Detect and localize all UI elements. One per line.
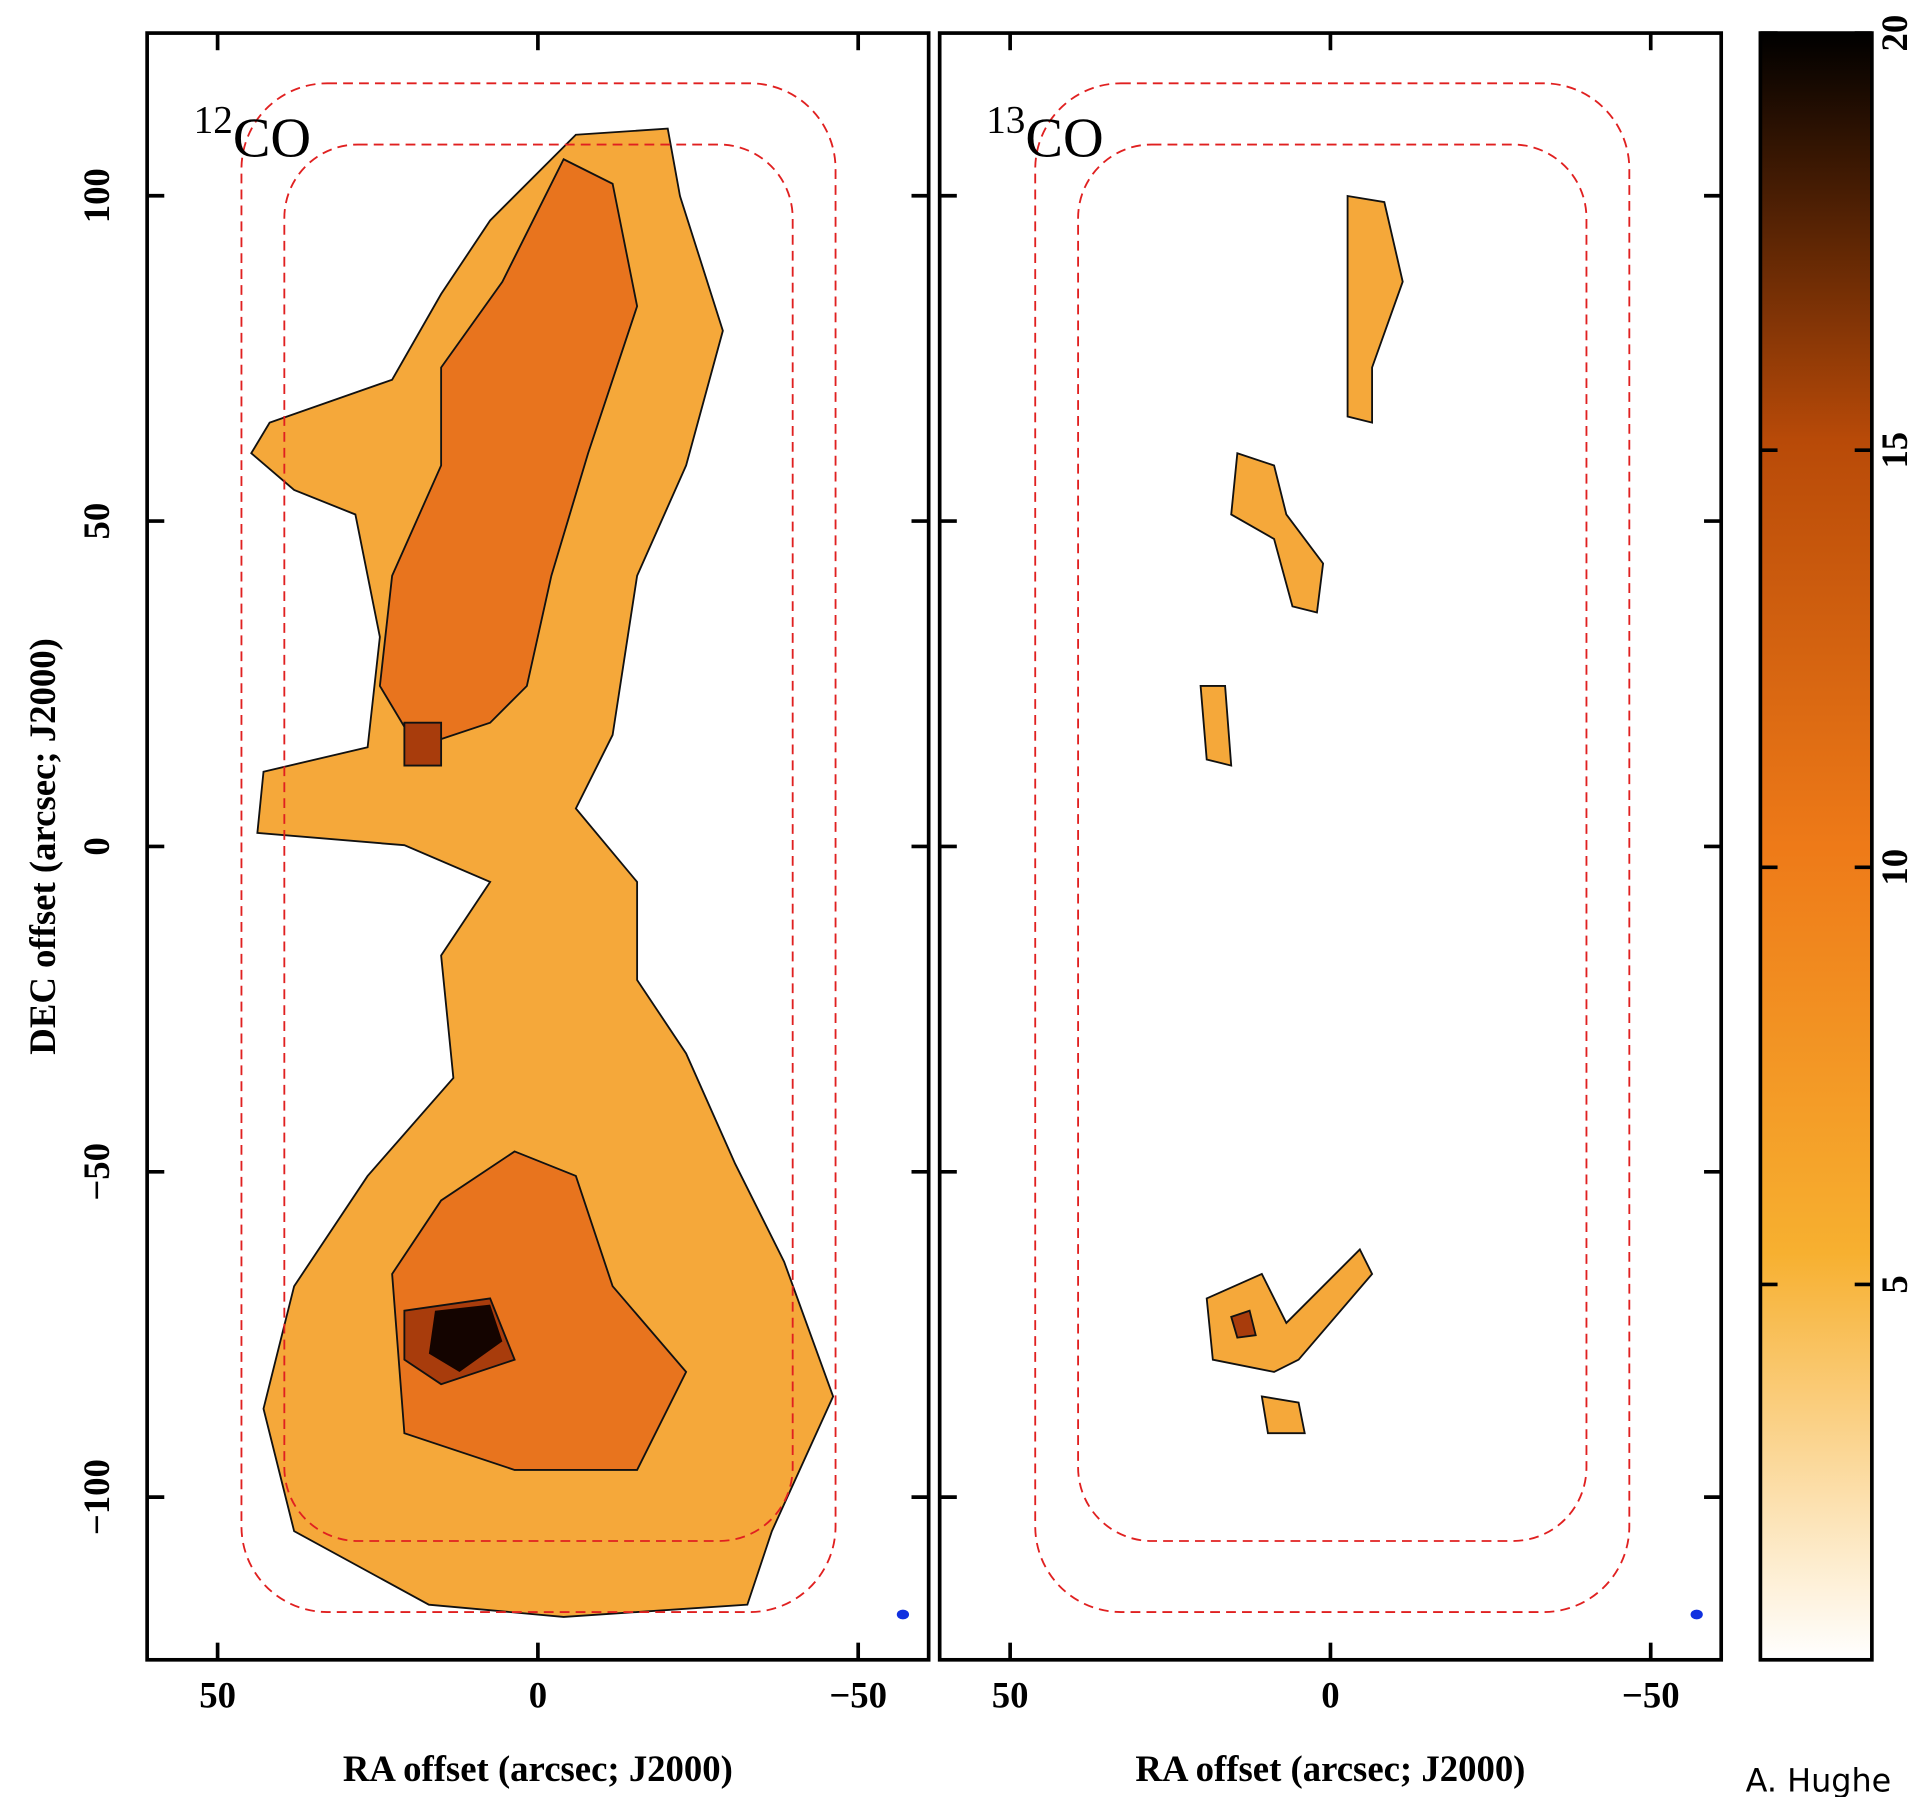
emission-region — [403, 721, 443, 767]
emission-region — [391, 1150, 688, 1471]
colorbar-tick-label: 10 — [1874, 849, 1915, 886]
panel-label: 13CO — [986, 99, 1103, 170]
molecule: CO — [233, 107, 311, 169]
x-tick-label: 50 — [992, 1674, 1029, 1715]
isotope-mass: 12 — [194, 99, 233, 142]
x-tick-label: −50 — [829, 1674, 887, 1715]
credit: A. Hughe — [1746, 1761, 1892, 1797]
molecule: CO — [1025, 107, 1103, 169]
x-axis-label: RA offset (arcsec; J2000) — [1135, 1748, 1525, 1789]
emission-region — [1205, 1247, 1374, 1373]
emission-region — [378, 158, 639, 749]
emission-region — [1260, 1395, 1306, 1435]
y-tick-label: 100 — [76, 168, 117, 223]
colorbar — [1760, 33, 1872, 1660]
y-tick-label: −100 — [76, 1459, 117, 1535]
emission-region — [1230, 1309, 1257, 1339]
colorbar-tick-label: 15 — [1874, 432, 1915, 469]
fov-contour — [283, 143, 794, 1542]
colorbar-frame — [1758, 31, 1874, 1662]
fov-contour — [1077, 143, 1588, 1542]
beam — [896, 1609, 910, 1620]
y-tick-label: 0 — [76, 837, 117, 855]
emission-13co — [1199, 194, 1404, 1435]
colorbar-tick-label: 5 — [1874, 1275, 1915, 1293]
fov-contour — [1034, 82, 1631, 1613]
emission-peak — [428, 1304, 503, 1372]
x-tick-label: 0 — [1321, 1674, 1339, 1715]
emission-region — [250, 127, 835, 1618]
emission-12co — [250, 127, 835, 1618]
y-tick-label: −50 — [76, 1143, 117, 1201]
plot-frame — [937, 31, 1724, 1662]
x-tick-label: −50 — [1622, 1674, 1680, 1715]
emission-region — [1199, 685, 1233, 767]
emission-region — [1346, 194, 1404, 424]
isotope-mass: 13 — [986, 99, 1025, 142]
colorbar-tick-label: 20 — [1874, 15, 1915, 52]
panel-label: 12CO — [194, 99, 311, 170]
x-axis-label: RA offset (arcsec; J2000) — [343, 1748, 733, 1789]
fov-contour — [240, 82, 837, 1613]
beam — [1690, 1609, 1703, 1620]
x-tick-label: 50 — [199, 1674, 236, 1715]
emission-region — [1230, 451, 1325, 614]
y-axis-label: DEC offset (arcsec; J2000) — [22, 638, 63, 1055]
y-tick-label: 50 — [76, 503, 117, 540]
x-tick-label: 0 — [529, 1674, 547, 1715]
